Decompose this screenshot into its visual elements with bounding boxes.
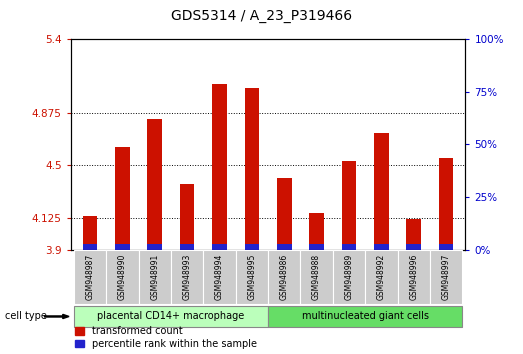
Bar (374, 244, 389, 250)
Bar (115, 147, 130, 250)
Text: cell type: cell type (5, 312, 47, 321)
Bar (74, 250, 106, 304)
Bar (277, 244, 291, 250)
Bar (277, 178, 291, 250)
Text: GSM948990: GSM948990 (118, 254, 127, 300)
Text: GSM948988: GSM948988 (312, 254, 321, 300)
Bar (439, 244, 453, 250)
Bar (406, 219, 421, 250)
Bar (147, 244, 162, 250)
Bar (83, 216, 97, 250)
Bar (309, 244, 324, 250)
Bar (115, 244, 130, 250)
Bar (268, 250, 300, 304)
Bar (83, 244, 97, 250)
Bar (106, 250, 139, 304)
Bar (171, 250, 203, 304)
Bar (180, 184, 195, 250)
Bar (180, 244, 195, 250)
Bar (212, 244, 227, 250)
Bar (342, 161, 356, 250)
Text: multinucleated giant cells: multinucleated giant cells (302, 312, 429, 321)
Bar (245, 244, 259, 250)
Text: GSM948992: GSM948992 (377, 254, 386, 300)
Text: GSM948994: GSM948994 (215, 254, 224, 300)
Text: placental CD14+ macrophage: placental CD14+ macrophage (97, 312, 245, 321)
Bar (309, 213, 324, 250)
Bar (439, 158, 453, 250)
Bar (406, 244, 421, 250)
Bar (74, 306, 268, 327)
Text: GDS5314 / A_23_P319466: GDS5314 / A_23_P319466 (171, 9, 352, 23)
Bar (268, 306, 462, 327)
Text: GSM948991: GSM948991 (150, 254, 160, 300)
Text: GSM948989: GSM948989 (345, 254, 354, 300)
Bar (300, 250, 333, 304)
Legend: transformed count, percentile rank within the sample: transformed count, percentile rank withi… (75, 326, 257, 349)
Bar (212, 84, 227, 250)
Text: GSM948997: GSM948997 (441, 254, 450, 300)
Text: GSM948996: GSM948996 (409, 254, 418, 300)
Bar (236, 250, 268, 304)
Text: GSM948993: GSM948993 (183, 254, 191, 300)
Bar (374, 133, 389, 250)
Bar (342, 244, 356, 250)
Bar (245, 88, 259, 250)
Bar (365, 250, 397, 304)
Text: GSM948995: GSM948995 (247, 254, 256, 300)
Text: GSM948986: GSM948986 (280, 254, 289, 300)
Bar (397, 250, 430, 304)
Bar (147, 119, 162, 250)
Bar (333, 250, 365, 304)
Bar (430, 250, 462, 304)
Bar (203, 250, 236, 304)
Text: GSM948987: GSM948987 (86, 254, 95, 300)
Bar (139, 250, 171, 304)
